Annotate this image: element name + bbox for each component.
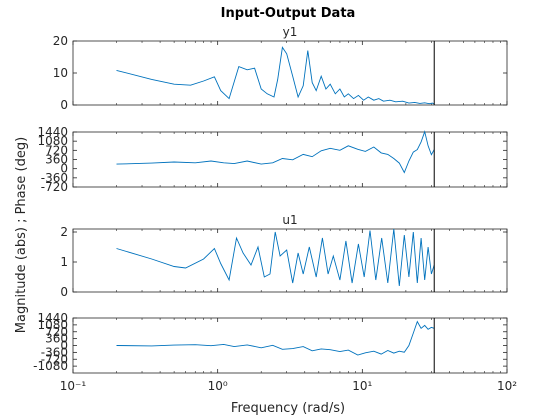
y-tick-label: 1440 <box>37 125 68 139</box>
y-tick-label: 20 <box>53 34 68 48</box>
y-tick-label: 720 <box>45 325 68 339</box>
x-tick-label: 10¹ <box>352 379 372 393</box>
y-tick-label: 1080 <box>37 134 68 148</box>
series-line <box>116 320 435 356</box>
y-tick-label: -360 <box>41 171 68 185</box>
y-tick-label: 0 <box>60 98 68 112</box>
y-tick-label: 720 <box>45 143 68 157</box>
panel-title: u1 <box>282 213 297 227</box>
series-line <box>116 130 435 174</box>
y-axis-label: Magnitude (abs) ; Phase (deg) <box>14 137 29 333</box>
y-tick-label: 360 <box>45 153 68 167</box>
figure-title: Input-Output Data <box>221 6 356 21</box>
axes-box <box>72 228 508 293</box>
y-tick-label: 10 <box>53 66 68 80</box>
x-tick-label: 10⁻¹ <box>60 379 87 393</box>
y-tick-label: 0 <box>60 285 68 299</box>
x-axis-label: Frequency (rad/s) <box>231 401 345 416</box>
y-tick-label: -720 <box>41 352 68 366</box>
y-tick-label: 0 <box>60 339 68 353</box>
x-tick-label: 10² <box>497 379 517 393</box>
series-line <box>116 228 435 287</box>
y-tick-label: 2 <box>60 225 68 239</box>
y-tick-label: -720 <box>41 180 68 194</box>
u1-magnitude-panel: 0 1 2 u1 <box>60 213 508 299</box>
y-tick-label: 1440 <box>37 311 68 325</box>
y-tick-label: 0 <box>60 162 68 176</box>
y-tick-label: 360 <box>45 332 68 346</box>
x-tick-label: 10⁰ <box>208 379 228 393</box>
axes-box <box>72 40 508 106</box>
y-tick-label: 1080 <box>37 318 68 332</box>
series-line <box>116 46 435 105</box>
y1-magnitude-panel: 0 10 20 y1 <box>53 25 508 112</box>
panel-title: y1 <box>283 25 298 39</box>
y-tick-label: 1 <box>60 255 68 269</box>
y-tick-label: -1080 <box>33 359 68 373</box>
y-tick-label: -360 <box>41 345 68 359</box>
